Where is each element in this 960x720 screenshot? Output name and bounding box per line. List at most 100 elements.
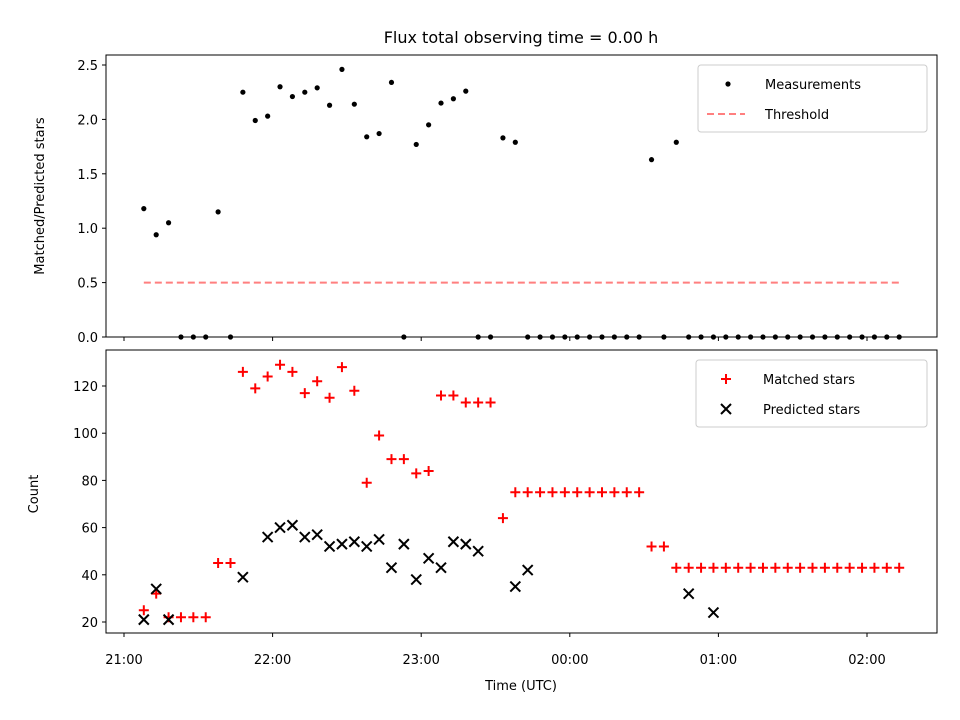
predicted-star-point bbox=[682, 587, 695, 600]
measurement-point bbox=[574, 334, 580, 340]
measurement-point bbox=[450, 96, 456, 102]
predicted-star-point bbox=[348, 536, 361, 548]
measurement-point bbox=[265, 113, 271, 119]
matched-star-point bbox=[460, 397, 471, 408]
measurement-point bbox=[648, 157, 655, 163]
measurement-point bbox=[809, 334, 816, 340]
predicted-star-point bbox=[323, 540, 336, 553]
measurement-point bbox=[624, 334, 630, 340]
measurement-point bbox=[376, 130, 382, 137]
measurement-point bbox=[797, 334, 803, 340]
predicted-star-point bbox=[435, 562, 447, 574]
matched-star-point bbox=[708, 562, 719, 573]
measurement-point bbox=[884, 334, 890, 340]
matched-star-point bbox=[473, 397, 484, 408]
matched-star-point bbox=[658, 541, 669, 552]
measurement-point bbox=[351, 101, 357, 107]
y-tick-label: 2.5 bbox=[77, 59, 98, 74]
y-tick-label: 40 bbox=[81, 569, 98, 584]
x-tick-label: 22:00 bbox=[254, 653, 291, 668]
measurement-point bbox=[500, 135, 506, 141]
measurement-point bbox=[141, 206, 147, 212]
predicted-star-point bbox=[261, 531, 274, 543]
matched-star-point bbox=[423, 465, 434, 476]
matched-star-point bbox=[671, 562, 682, 573]
measurement-point bbox=[463, 88, 469, 94]
matched-star-point bbox=[497, 513, 508, 524]
measurement-point bbox=[277, 84, 283, 90]
predicted-star-point bbox=[422, 552, 435, 564]
legend-entry-label: Matched stars bbox=[763, 373, 855, 388]
matched-star-point bbox=[386, 454, 397, 465]
matched-star-point bbox=[175, 612, 186, 623]
measurement-point bbox=[822, 334, 828, 340]
measurement-point bbox=[525, 334, 531, 340]
measurement-point bbox=[723, 334, 729, 340]
matched-star-point bbox=[250, 383, 261, 394]
y-tick-label: 120 bbox=[73, 380, 98, 395]
matched-star-point bbox=[275, 359, 286, 370]
measurement-point bbox=[673, 139, 679, 145]
measurement-point bbox=[289, 93, 296, 100]
matched-star-point bbox=[510, 487, 521, 498]
y-tick-label: 2.0 bbox=[77, 113, 98, 128]
predicted-star-point bbox=[286, 519, 299, 531]
predicted-star-point bbox=[162, 613, 175, 626]
measurement-point bbox=[512, 139, 518, 145]
matched-star-point bbox=[336, 362, 347, 373]
measurement-point bbox=[747, 334, 754, 340]
matched-star-point bbox=[770, 562, 781, 573]
measurement-point bbox=[785, 334, 791, 340]
matched-star-point bbox=[596, 487, 607, 498]
matched-star-point bbox=[188, 612, 199, 623]
measurement-point bbox=[871, 334, 878, 340]
measurement-point bbox=[401, 334, 407, 340]
matched-star-point bbox=[200, 612, 211, 623]
matched-star-point bbox=[683, 562, 694, 573]
legend-entry-label: Threshold bbox=[764, 108, 829, 123]
measurement-point bbox=[339, 66, 345, 72]
measurement-point bbox=[698, 334, 704, 340]
matched-star-point bbox=[733, 562, 744, 573]
measurement-point bbox=[562, 334, 568, 340]
legend: Matched stars Predicted stars bbox=[695, 359, 928, 428]
measurement-point bbox=[302, 89, 308, 95]
predicted-star-point bbox=[311, 528, 323, 541]
measurement-point bbox=[153, 232, 159, 238]
measurement-point bbox=[611, 334, 617, 340]
y-tick-label: 1.0 bbox=[77, 222, 98, 237]
x-tick-label: 01:00 bbox=[700, 653, 737, 668]
measurement-point bbox=[549, 334, 556, 340]
matched-star-point bbox=[819, 562, 830, 573]
matched-star-point bbox=[547, 487, 558, 498]
matched-star-point bbox=[436, 390, 447, 401]
matched-star-point bbox=[522, 487, 533, 498]
legend-measurement-swatch bbox=[725, 81, 731, 87]
predicted-star-point bbox=[447, 536, 460, 548]
chart-title: Flux total observing time = 0.00 h bbox=[384, 28, 659, 47]
x-tick-label: 00:00 bbox=[551, 653, 588, 668]
measurement-point bbox=[326, 102, 333, 108]
predicted-star-point bbox=[509, 580, 522, 593]
matched-star-point bbox=[894, 562, 905, 573]
measurement-point bbox=[252, 117, 258, 124]
matched-star-point bbox=[745, 562, 756, 573]
matched-star-point bbox=[237, 366, 248, 377]
measurement-point bbox=[227, 334, 234, 340]
predicted-star-point bbox=[398, 538, 410, 550]
matched-star-point bbox=[213, 558, 224, 568]
predicted-star-point bbox=[150, 583, 162, 595]
legend: Measurements Threshold bbox=[697, 64, 928, 133]
matched-star-point bbox=[287, 366, 298, 377]
measurement-point bbox=[859, 334, 865, 340]
measurement-point bbox=[388, 79, 395, 86]
measurement-point bbox=[203, 334, 209, 340]
matched-star-point bbox=[324, 392, 335, 403]
y-tick-label: 60 bbox=[81, 522, 98, 537]
matched-star-point bbox=[832, 562, 843, 573]
predicted-star-point bbox=[460, 538, 472, 550]
measurement-point bbox=[413, 141, 419, 148]
measurement-point bbox=[364, 134, 370, 140]
y-axis-label: Matched/Predicted stars bbox=[33, 117, 48, 275]
bottom-panel: 20 40 60 80 100 120 21:00 22:00 23:00 00:00 01:00 0… bbox=[27, 349, 938, 668]
